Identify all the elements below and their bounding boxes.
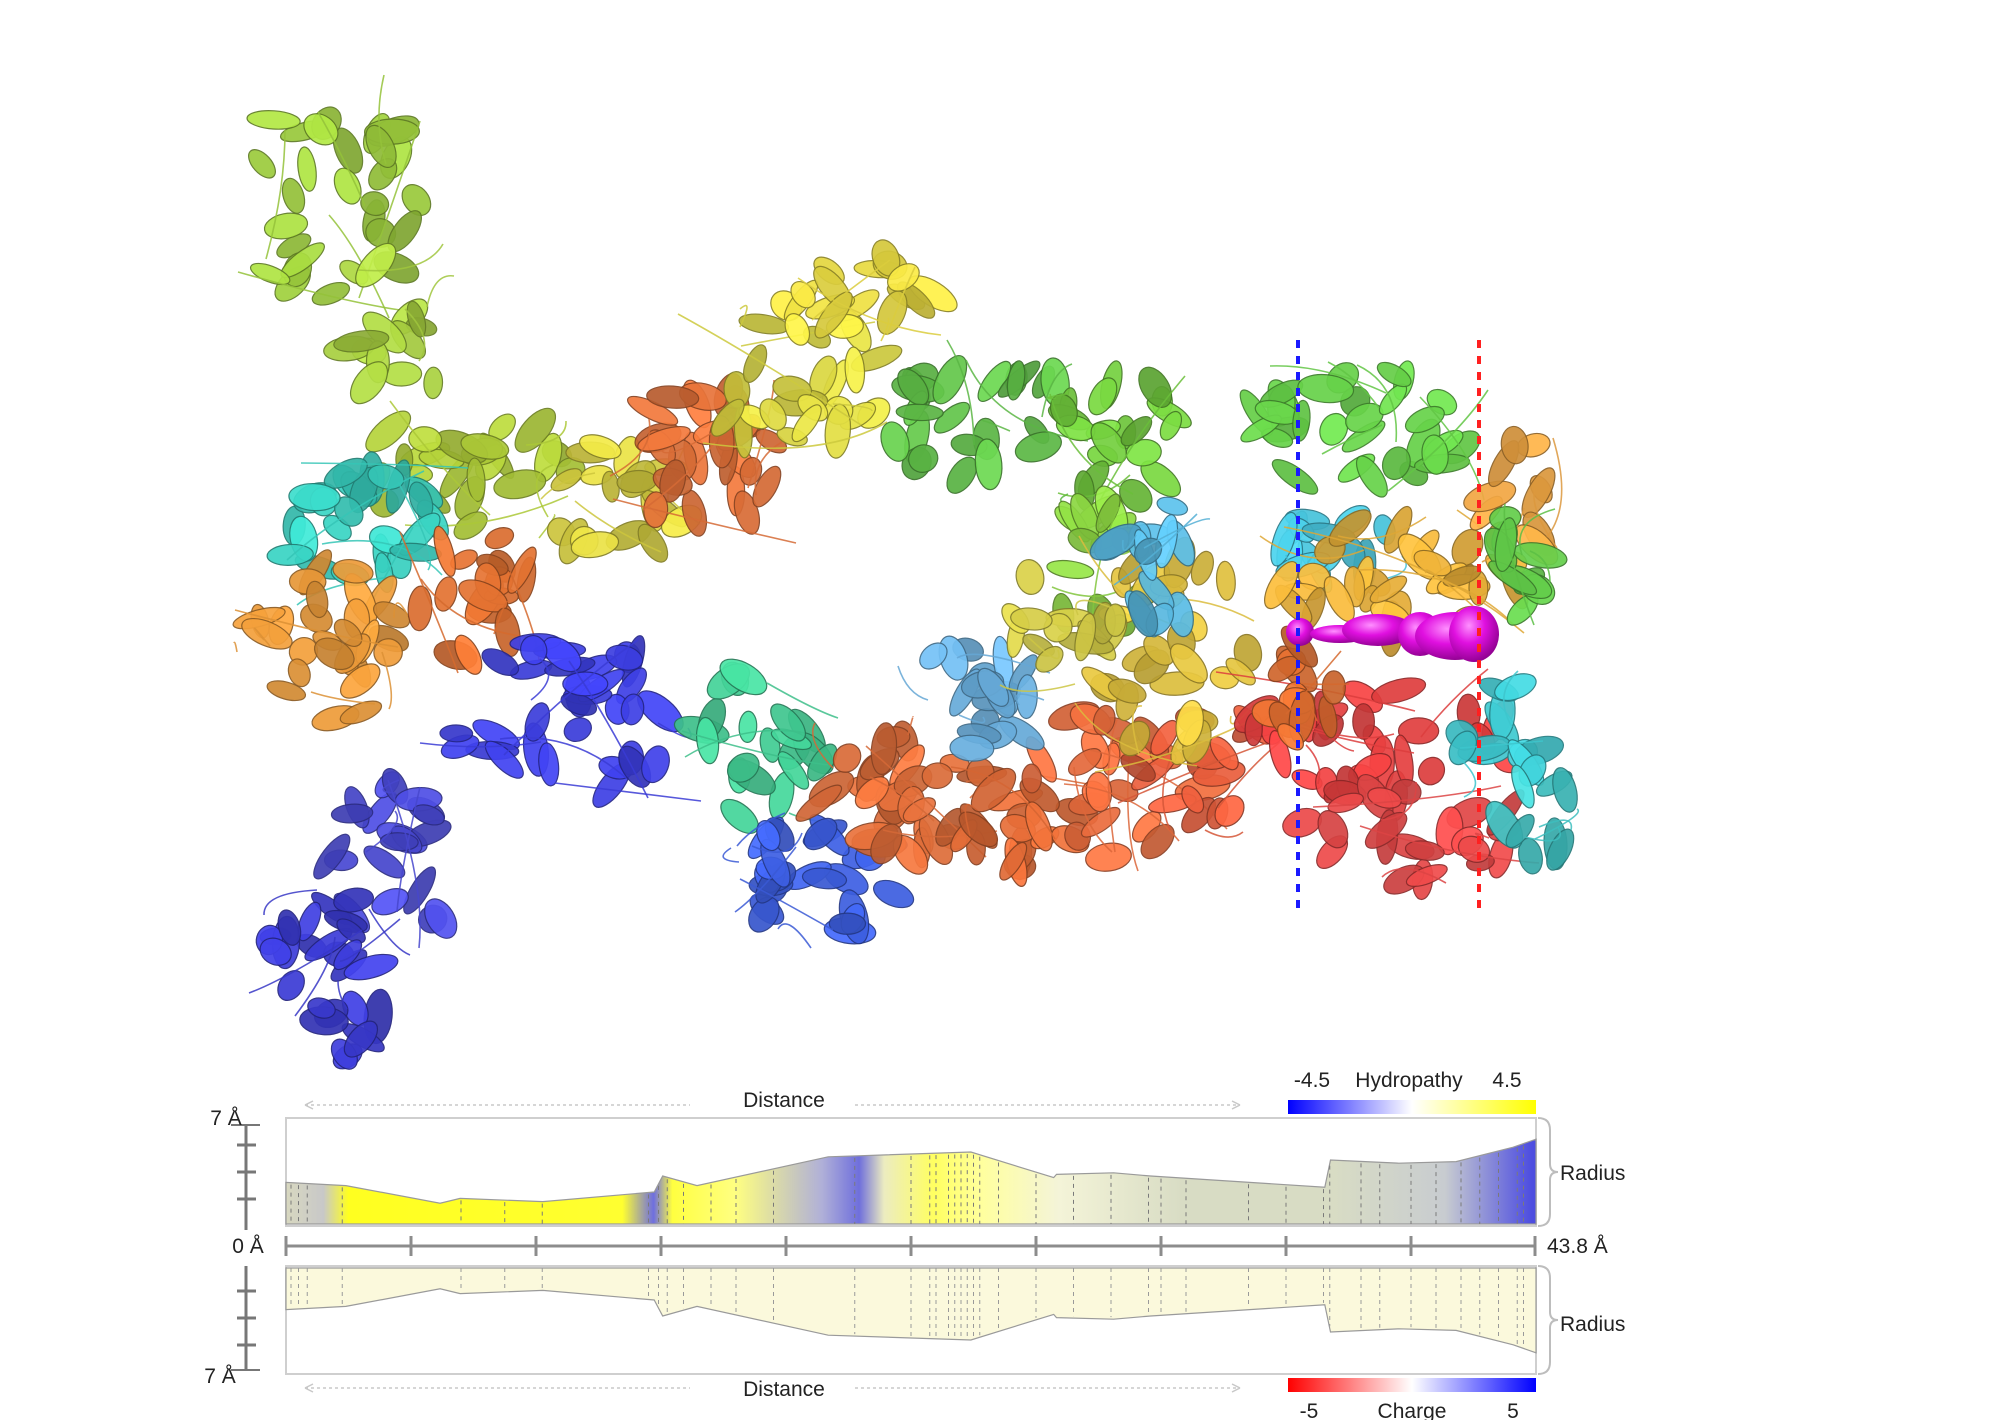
hydropathy-scale-max: 4.5 xyxy=(1492,1069,1521,1092)
helix-cluster xyxy=(266,451,469,622)
helix-cluster xyxy=(677,304,903,459)
helix-cluster xyxy=(323,242,455,405)
upper-residue-ticks xyxy=(290,1145,1524,1224)
helix-cluster xyxy=(897,635,1051,762)
helix-cluster xyxy=(795,716,1008,875)
lower-distance-label: Distance xyxy=(743,1378,825,1401)
arrowhead-right xyxy=(1231,1100,1241,1110)
helix-cluster xyxy=(1485,764,1580,875)
lower-radius-brace xyxy=(1537,1265,1559,1375)
arrowhead-left xyxy=(304,1100,314,1110)
distance-axis: 0 Å 43.8 Å xyxy=(232,1235,1607,1258)
arrowhead-right xyxy=(1231,1383,1241,1393)
helix-cluster xyxy=(673,658,839,834)
helix-cluster xyxy=(609,372,797,544)
distance-axis-ticks xyxy=(284,1236,1537,1256)
helix-cluster xyxy=(399,525,540,675)
helix-cluster xyxy=(1483,503,1568,626)
hydropathy-scale-name: Hydropathy xyxy=(1355,1069,1463,1092)
helix-cluster xyxy=(248,887,411,1070)
lower-radius-label: Radius xyxy=(1560,1313,1625,1336)
charge-color-scale xyxy=(1288,1378,1536,1392)
hydropathy-panel: Distance -4.5 Hydropathy 4.5 7 Å Radius xyxy=(210,1069,1625,1230)
helix-cluster xyxy=(1445,670,1564,798)
charge-scale-max: 5 xyxy=(1507,1400,1519,1420)
helix-cluster xyxy=(237,74,432,319)
charge-panel: 7 Å Radius Distance -5 Charge 5 xyxy=(204,1265,1625,1423)
axis-start-label: 0 Å xyxy=(232,1235,264,1258)
upper-radius-max: 7 Å xyxy=(210,1107,242,1130)
helix-cluster xyxy=(880,339,1089,504)
upper-distance-label: Distance xyxy=(743,1089,825,1112)
upper-radius-brace xyxy=(1537,1117,1559,1227)
lower-residue-ticks xyxy=(290,1268,1524,1347)
charge-scale-name: Charge xyxy=(1378,1400,1447,1420)
hydropathy-color-scale xyxy=(1288,1100,1536,1114)
helix-cluster xyxy=(313,768,458,949)
helix-cluster xyxy=(232,549,411,732)
helix-cluster xyxy=(999,559,1128,693)
helix-cluster xyxy=(1089,496,1211,638)
lower-radius-max: 7 Å xyxy=(204,1365,236,1388)
helix-cluster xyxy=(770,239,958,346)
upper-radius-label: Radius xyxy=(1560,1162,1625,1185)
charge-scale-min: -5 xyxy=(1300,1400,1319,1420)
protein-structure xyxy=(232,74,1580,1070)
arrowhead-left xyxy=(304,1383,314,1393)
hydropathy-scale-min: -4.5 xyxy=(1294,1069,1330,1092)
axis-end-label: 43.8 Å xyxy=(1547,1235,1608,1258)
helix-cluster xyxy=(1239,360,1489,501)
